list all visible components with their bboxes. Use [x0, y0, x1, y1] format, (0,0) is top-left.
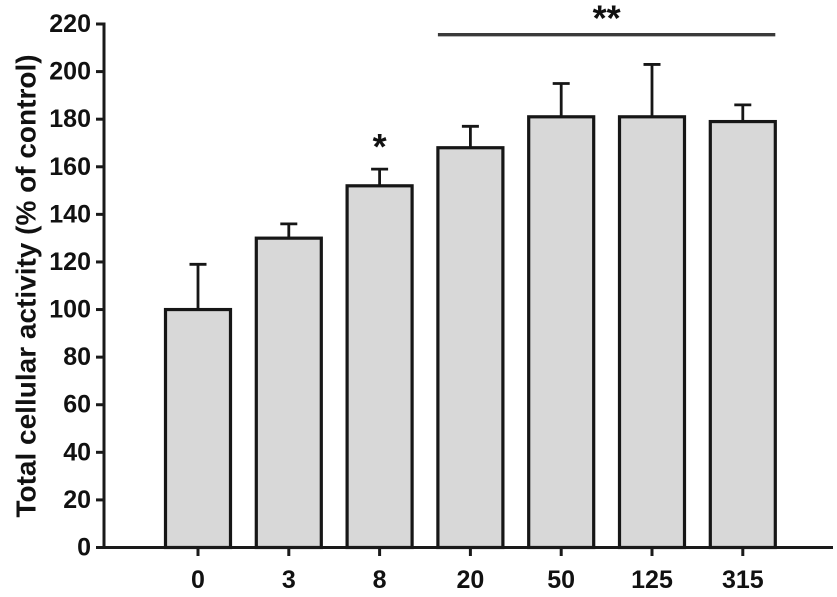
x-tick-label: 315 [722, 566, 764, 594]
x-tick-label: 125 [631, 566, 673, 594]
significance-asterisk: * [373, 126, 387, 167]
bar [708, 119, 777, 550]
chart-plot-area: ** 0 20 40 60 80 100 120 140 160 180 200 220 0 3 8 20 50 1… [49, 0, 833, 594]
x-tick-label: 50 [547, 566, 575, 594]
bar [436, 146, 505, 550]
error-bar [643, 63, 661, 118]
error-bar [189, 262, 207, 311]
bar [617, 115, 687, 550]
bar [345, 184, 414, 550]
x-tick-label: 3 [282, 566, 296, 594]
y-axis-title: Total cellular activity (% of control) [11, 54, 42, 517]
error-bar [461, 124, 479, 149]
y-tick-label: 220 [49, 10, 91, 38]
y-tick-label: 20 [63, 486, 91, 514]
x-tick-label: 20 [456, 566, 484, 594]
x-tick-label: 0 [191, 566, 205, 594]
error-bar [371, 167, 389, 187]
y-tick-label: 180 [49, 105, 91, 133]
bar [163, 307, 233, 550]
y-tick-label: 120 [49, 248, 91, 276]
y-tick-label: 80 [63, 343, 91, 371]
bar [527, 115, 596, 550]
y-tick-label: 160 [49, 153, 91, 181]
error-bar [280, 222, 298, 240]
error-bar [552, 82, 570, 118]
y-tick-label: 100 [49, 296, 91, 324]
y-tick-label: 200 [49, 58, 91, 86]
y-tick-label: 0 [77, 534, 91, 562]
y-tick-label: 40 [63, 438, 91, 466]
bar [254, 236, 323, 550]
y-tick-label: 60 [63, 391, 91, 419]
y-tick-label: 140 [49, 200, 91, 228]
significance-double-asterisk: ** [593, 0, 621, 39]
error-bar [734, 103, 752, 123]
x-tick-label: 8 [373, 566, 387, 594]
